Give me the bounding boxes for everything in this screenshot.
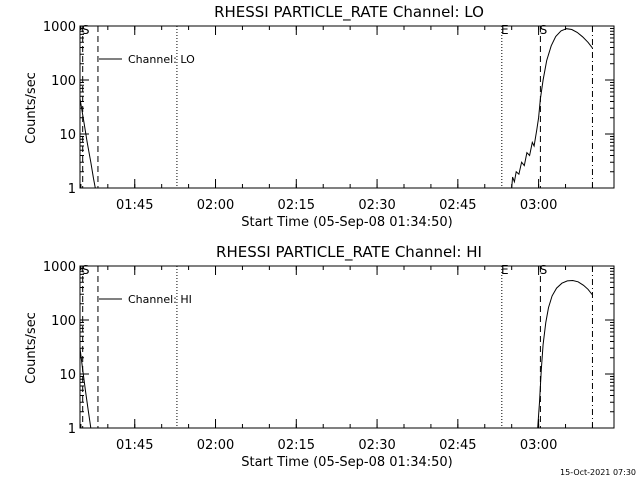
hi-y-tick-label: 1 xyxy=(68,422,76,437)
hi-event-marker-label: S xyxy=(82,263,90,277)
hi-plot-area: 1 10 100 1000 01:45 02:00 02:15 02:30 02:45 03:00… xyxy=(43,260,615,453)
hi-y-axis-label: Counts/sec xyxy=(24,312,39,384)
lo-x-axis-label: Start Time (05-Sep-08 01:34:50) xyxy=(241,215,452,230)
lo-chart-title: RHESSI PARTICLE_RATE Channel: LO xyxy=(214,3,484,22)
lo-axes-frame xyxy=(79,25,615,189)
hi-legend-label: Channel: HI xyxy=(128,293,192,306)
lo-event-marker-label: S xyxy=(540,23,548,37)
hi-axes-frame xyxy=(79,265,615,429)
lo-x-tick-label: 01:45 xyxy=(116,198,153,213)
hi-x-tick-label: 03:00 xyxy=(520,438,557,453)
lo-y-tick-label: 100 xyxy=(51,74,76,89)
lo-y-tick-label: 10 xyxy=(59,128,76,143)
hi-data-series-line xyxy=(79,348,92,429)
timestamp-label: 15-Oct-2021 07:30 xyxy=(560,468,636,477)
lo-plot-area: 1 10 100 1000 01:45 02:00 02:15 02:30 02:45 03:00… xyxy=(43,20,615,213)
hi-legend: Channel: HI xyxy=(99,293,192,306)
lo-x-tick-label: 02:00 xyxy=(197,198,234,213)
hi-y-tick-label: 10 xyxy=(59,368,76,383)
hi-data-series-line xyxy=(537,279,593,429)
lo-y-tick-label: 1000 xyxy=(43,20,76,35)
hi-y-tick-label: 100 xyxy=(51,314,76,329)
lo-legend: Channel: LO xyxy=(99,53,195,66)
lo-y-axis-label: Counts/sec xyxy=(24,72,39,144)
hi-channel-panel: RHESSI PARTICLE_RATE Channel: HI Counts/… xyxy=(24,243,615,470)
hi-x-tick-label: 01:45 xyxy=(116,438,153,453)
lo-data-series-line xyxy=(79,98,96,189)
lo-event-marker-label: E xyxy=(501,23,509,37)
lo-x-tick-label: 02:45 xyxy=(439,198,476,213)
lo-x-tick-label: 03:00 xyxy=(520,198,557,213)
lo-data-series-line xyxy=(511,28,593,189)
hi-x-tick-label: 02:15 xyxy=(278,438,315,453)
lo-event-marker-label: S xyxy=(82,23,90,37)
hi-x-axis-label: Start Time (05-Sep-08 01:34:50) xyxy=(241,455,452,470)
lo-x-tick-label: 02:15 xyxy=(278,198,315,213)
lo-channel-panel: RHESSI PARTICLE_RATE Channel: LO Counts/… xyxy=(24,3,615,230)
hi-x-tick-label: 02:45 xyxy=(439,438,476,453)
hi-event-marker-label: S xyxy=(540,263,548,277)
lo-x-tick-label: 02:30 xyxy=(358,198,395,213)
hi-x-tick-label: 02:00 xyxy=(197,438,234,453)
hi-y-tick-label: 1000 xyxy=(43,260,76,275)
lo-y-tick-label: 1 xyxy=(68,182,76,197)
lo-legend-label: Channel: LO xyxy=(128,53,195,66)
hi-event-marker-label: E xyxy=(501,263,509,277)
hi-chart-title: RHESSI PARTICLE_RATE Channel: HI xyxy=(216,243,482,262)
hi-x-tick-label: 02:30 xyxy=(358,438,395,453)
